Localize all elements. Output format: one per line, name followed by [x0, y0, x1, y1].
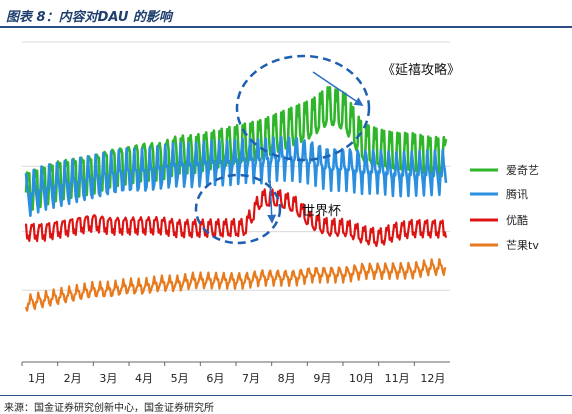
- worldcup-arrow: [267, 179, 277, 224]
- x-tick-label: 4月: [135, 372, 153, 385]
- source-divider: [0, 395, 572, 396]
- x-tick-label: 7月: [242, 372, 260, 385]
- yanxi-arrow: [312, 71, 364, 107]
- x-tick-label: 9月: [313, 372, 331, 385]
- title-divider: [0, 26, 572, 28]
- x-tick-label: 10月: [349, 372, 374, 385]
- line-chart: 1月 2月 3月 4月 5月 6月 7月 8月 9月 10月 11月 12月 《延禧攻略》世界杯 爱奇…: [21, 41, 539, 385]
- x-axis: 1月 2月 3月 4月 5月 6月 7月 8月 9月 10月 11月 12月: [21, 361, 450, 385]
- worldcup-highlight-ellipse: [194, 173, 282, 245]
- x-tick-label: 6月: [206, 372, 224, 385]
- x-tick-label: 5月: [171, 372, 189, 385]
- source-note: 来源：国金证券研究创新中心，国金证券研究所: [4, 403, 214, 414]
- x-tick-label: 1月: [28, 372, 46, 385]
- annotation-worldcup: 世界杯: [302, 204, 341, 219]
- legend-label: 芒果tv: [506, 239, 539, 252]
- series-lines: [24, 85, 448, 312]
- chart-title: 图表 8：内容对DAU 的影响: [6, 10, 172, 25]
- x-tick-label: 3月: [99, 372, 117, 385]
- series-line: [24, 188, 448, 248]
- annotation-yanxi: 《延禧攻略》: [382, 62, 460, 78]
- yanxi-highlight-ellipse: [235, 54, 371, 162]
- x-tick-label: 11月: [385, 372, 410, 385]
- legend-label: 腾讯: [506, 187, 528, 201]
- x-tick-label: 12月: [420, 372, 445, 385]
- series-line: [24, 258, 447, 312]
- series-line: [24, 135, 448, 217]
- annotations: 《延禧攻略》世界杯: [194, 54, 460, 245]
- legend-label: 优酷: [506, 214, 528, 227]
- legend-label: 爱奇艺: [506, 164, 539, 177]
- x-tick-label: 8月: [278, 372, 296, 385]
- x-tick-label: 2月: [64, 372, 82, 385]
